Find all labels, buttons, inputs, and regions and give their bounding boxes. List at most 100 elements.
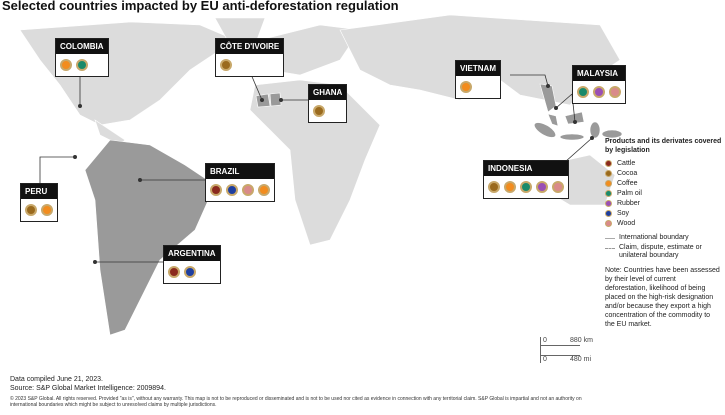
legend-item: Rubber [605, 198, 723, 208]
product-icon [242, 184, 254, 196]
country-name: VIETNAM [456, 61, 500, 76]
country-box: BRAZIL [205, 163, 275, 202]
leader-line [564, 137, 593, 163]
country-box: CÔTE D'IVOIRE [215, 38, 285, 77]
leader-dot [93, 259, 98, 264]
legend-item: Coffee [605, 178, 723, 188]
legend-label: Cocoa [617, 169, 638, 177]
legend-items: Cattle Cocoa Coffee Palm oil Rubber Soy Wood [605, 158, 723, 228]
product-icons [206, 179, 274, 201]
legend-item: Wood [605, 218, 723, 228]
country-box: MALAYSIA [572, 65, 626, 104]
country-box: VIETNAM [455, 60, 501, 99]
scale-line [540, 355, 580, 356]
scale-label: 880 km [570, 337, 593, 344]
country-name: PERU [21, 184, 57, 199]
legend-item: Palm oil [605, 188, 723, 198]
leader-dot [573, 120, 578, 125]
leader-dot [546, 84, 551, 89]
boundary-label: Claim, dispute, estimate or unilateral b… [619, 244, 702, 259]
product-icon [609, 86, 621, 98]
legend: Products and its derivates covered by le… [605, 137, 723, 329]
scale-bar: 0 880 km 0 480 mi [540, 337, 600, 363]
country-box: PERU [20, 183, 58, 222]
legend-label: Rubber [617, 199, 640, 207]
boundary-swatch [605, 248, 615, 249]
legend-item: Cocoa [605, 168, 723, 178]
country-name: COLOMBIA [56, 39, 108, 54]
source: Source: S&P Global Market Intelligence: … [10, 385, 166, 392]
product-icon [536, 181, 548, 193]
product-icons [456, 76, 500, 98]
country-name: MALAYSIA [573, 66, 625, 81]
product-icons [573, 81, 625, 103]
legend-item: Soy [605, 208, 723, 218]
leader-dot [137, 177, 142, 182]
product-icon [210, 184, 222, 196]
product-icon [552, 181, 564, 193]
boundary-swatch [605, 238, 615, 239]
legend-swatch [605, 219, 612, 227]
country-name: BRAZIL [206, 164, 274, 179]
product-icon [60, 59, 72, 71]
legend-swatch [605, 169, 612, 177]
product-icons [164, 261, 220, 283]
country-box: ARGENTINA [163, 245, 221, 284]
legend-label: Coffee [617, 179, 638, 187]
leader-dot [278, 98, 283, 103]
scale-label: 0 [543, 337, 547, 344]
leader-line [555, 93, 573, 109]
country-box: GHANA [308, 84, 348, 123]
legend-swatch [605, 199, 612, 207]
product-icon [220, 59, 232, 71]
legend-item: Cattle [605, 158, 723, 168]
product-icon [460, 81, 472, 93]
country-name: GHANA [309, 85, 347, 100]
product-icon [593, 86, 605, 98]
product-icon [313, 105, 325, 117]
country-name: ARGENTINA [164, 246, 220, 261]
copyright: © 2023 S&P Global. All rights reserved. … [10, 396, 582, 408]
product-icon [488, 181, 500, 193]
country-name: CÔTE D'IVOIRE [216, 39, 284, 54]
product-icon [184, 266, 196, 278]
product-icons [216, 54, 283, 76]
product-icon [258, 184, 270, 196]
leader-dot [259, 98, 264, 103]
product-icon [226, 184, 238, 196]
boundary-label: International boundary [619, 234, 689, 241]
legend-swatch [605, 179, 612, 187]
boundary-legend: International boundary Claim, dispute, es… [605, 234, 723, 260]
leader-line [39, 156, 75, 183]
highlighted-land [84, 83, 623, 336]
legend-label: Wood [617, 219, 636, 227]
scale-label: 0 [543, 356, 547, 363]
legend-swatch [605, 159, 612, 167]
product-icons [484, 176, 568, 198]
country-box: COLOMBIA [55, 38, 109, 77]
product-icon [168, 266, 180, 278]
product-icon [520, 181, 532, 193]
boundary-item: International boundary [605, 234, 723, 242]
legend-swatch [605, 209, 612, 217]
compiled: Data compiled June 21, 2023. [10, 376, 104, 383]
product-icon [25, 204, 37, 216]
product-icons [56, 54, 108, 76]
legend-label: Cattle [617, 159, 636, 167]
legend-label: Soy [617, 209, 630, 217]
title: Selected countries impacted by EU anti-d… [2, 0, 399, 13]
legend-swatch [605, 189, 612, 197]
boundary-item: Claim, dispute, estimate or unilateral b… [605, 244, 723, 260]
country-name: INDONESIA [484, 161, 568, 176]
scale-label: 480 mi [570, 356, 592, 363]
product-icon [504, 181, 516, 193]
leader-line [510, 74, 549, 87]
scale-tick [540, 337, 541, 363]
product-icon [76, 59, 88, 71]
product-icons [309, 100, 346, 122]
scale-line [540, 345, 580, 346]
country-box: INDONESIA [483, 160, 569, 199]
product-icon [577, 86, 589, 98]
leader-dot [590, 136, 595, 141]
